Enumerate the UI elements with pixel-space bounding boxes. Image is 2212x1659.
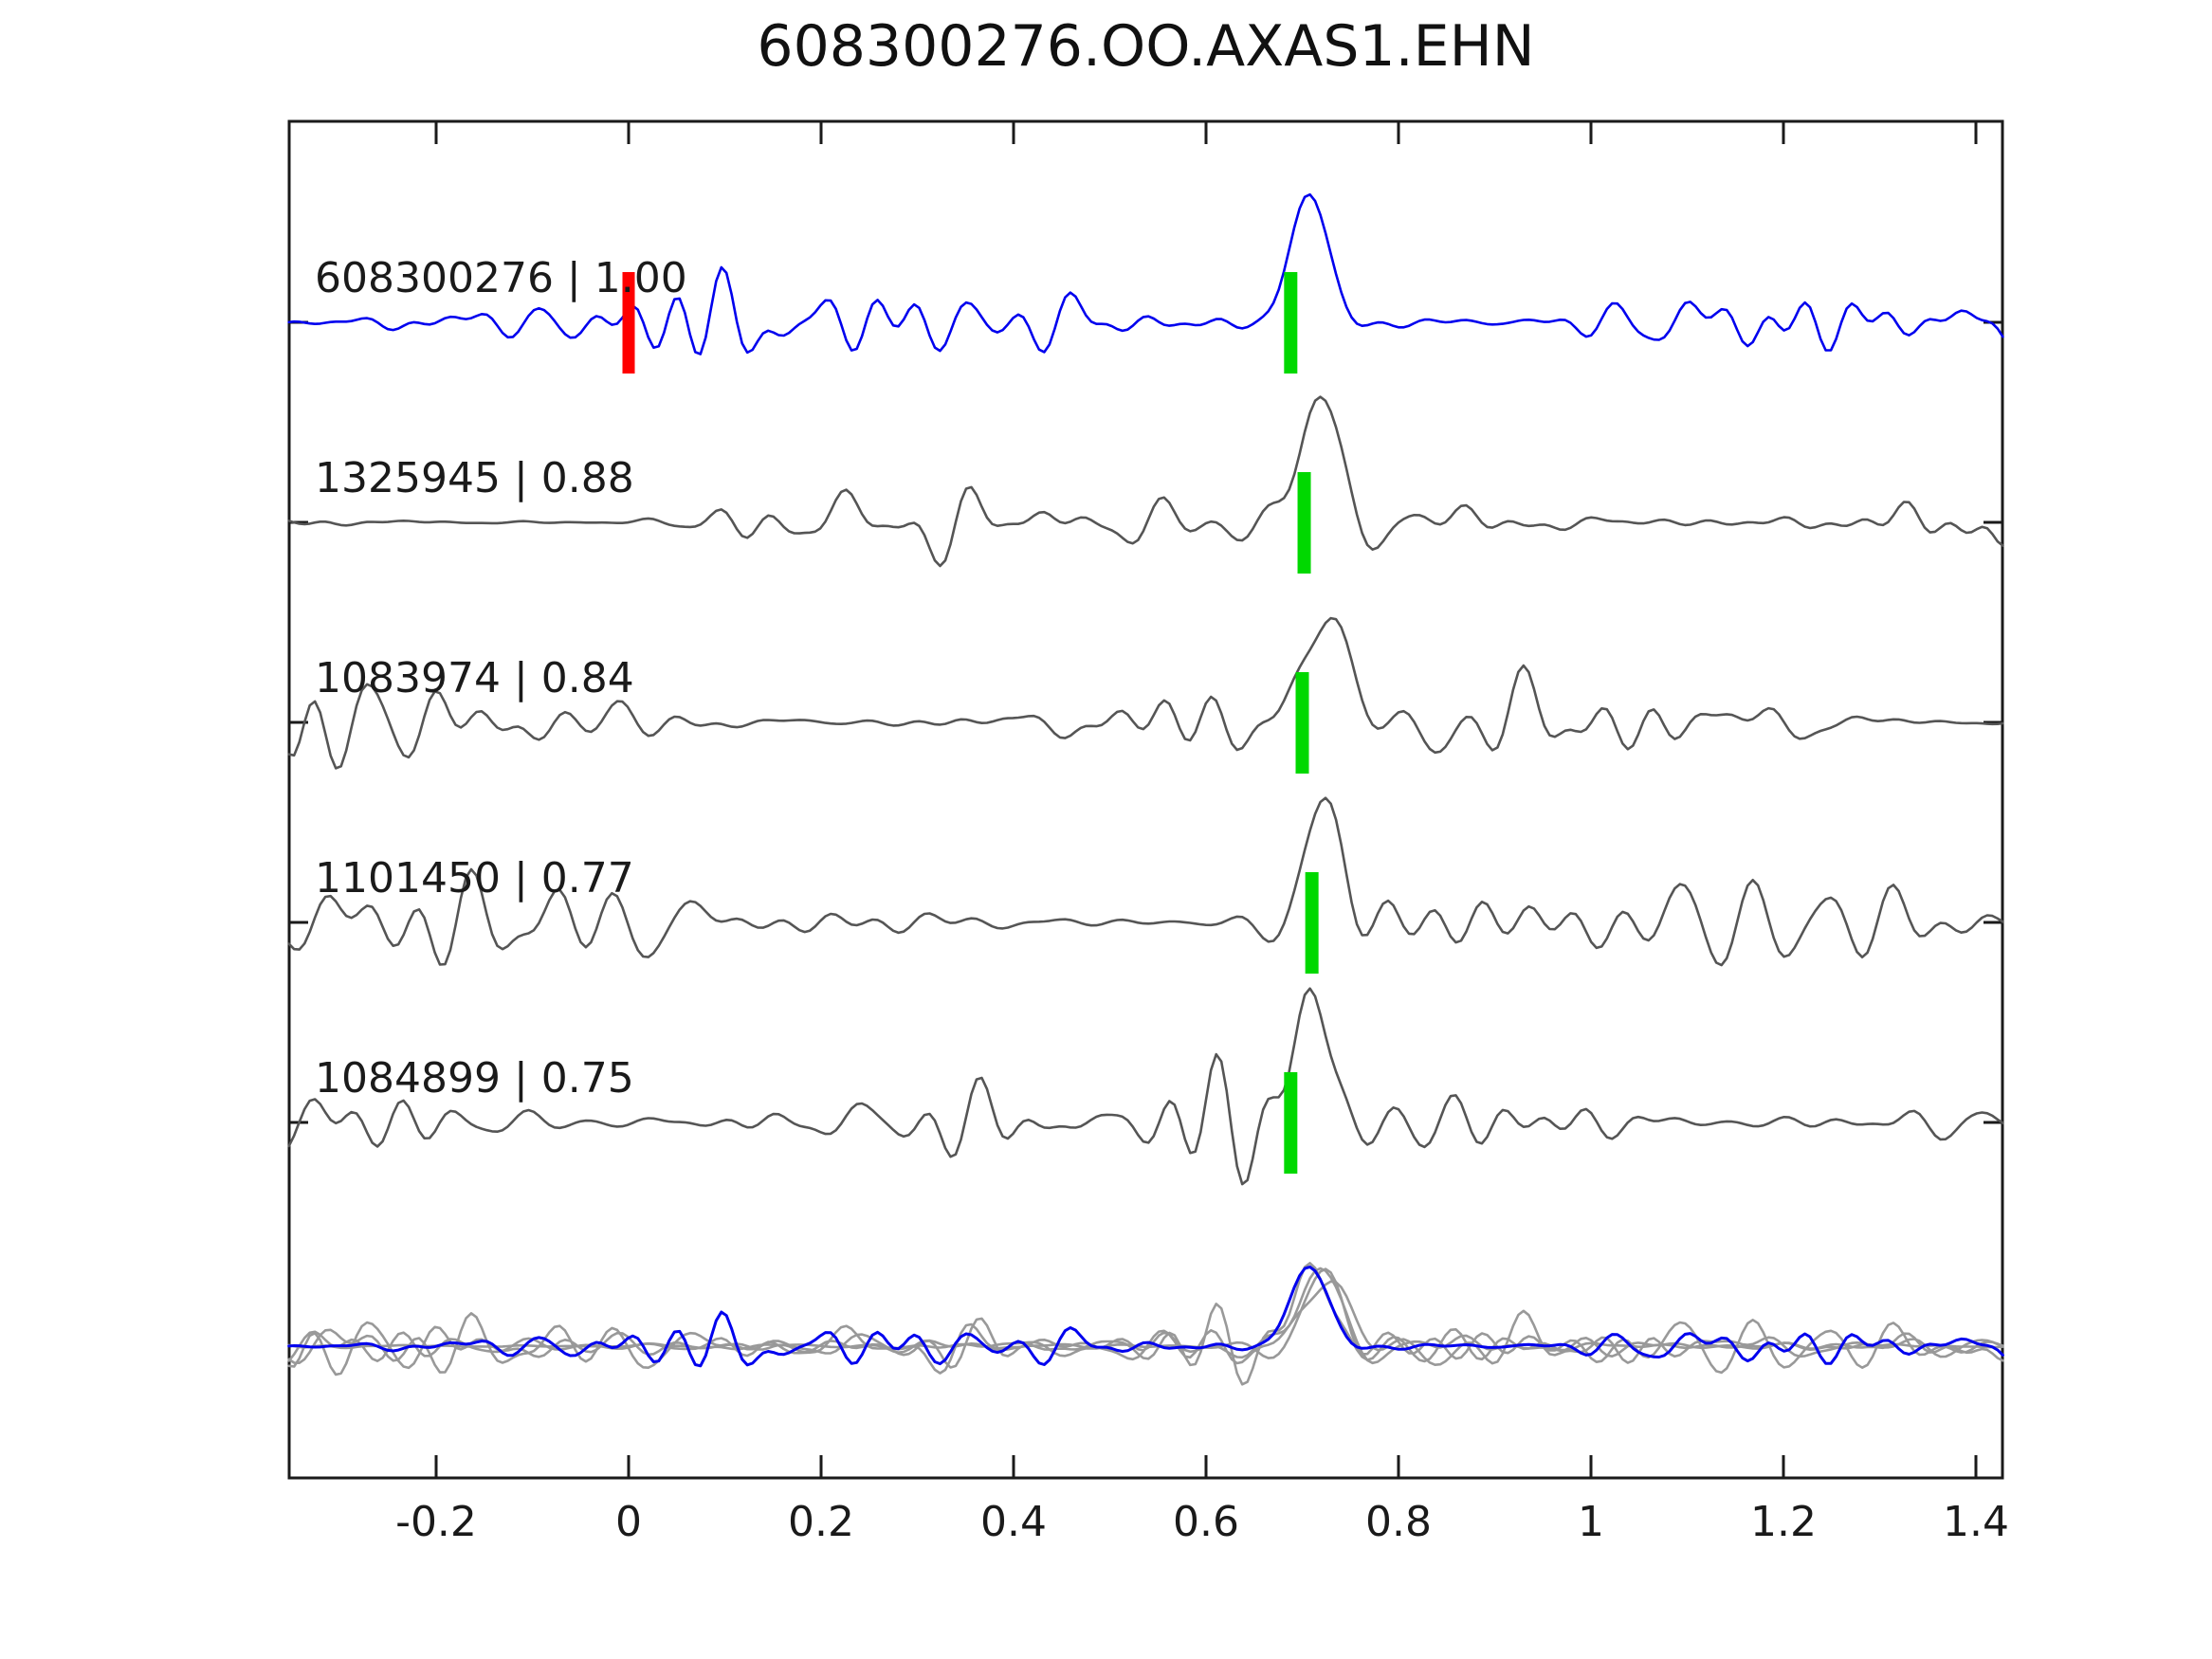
- overlay-match-waveform: [287, 1262, 2004, 1386]
- match-waveform: [287, 616, 2004, 770]
- x-tick-label: 0.2: [788, 1498, 854, 1546]
- axes-frame: [287, 119, 2004, 1480]
- overlay-match-waveform: [287, 1267, 2004, 1375]
- trace-label: 1083974 | 0.84: [315, 654, 634, 702]
- overlay-match-waveform: [287, 1280, 2004, 1376]
- match-waveform: [287, 987, 2004, 1186]
- trace-label: 1101450 | 0.77: [315, 854, 634, 902]
- x-tick-label: 0: [615, 1498, 642, 1546]
- match-waveform: [287, 796, 2004, 967]
- x-tick-label: 0.6: [1173, 1498, 1239, 1546]
- trace-label: 1325945 | 0.88: [315, 454, 634, 502]
- trace-label: 608300276 | 1.00: [315, 254, 687, 302]
- x-tick-label: -0.2: [395, 1498, 477, 1546]
- x-tick-label: 0.4: [980, 1498, 1047, 1546]
- chart-title: 608300276.OO.AXAS1.EHN: [757, 13, 1535, 80]
- overlay-template-waveform: [287, 1265, 2004, 1368]
- x-tick-label: 1: [1578, 1498, 1604, 1546]
- x-tick-label: 1.4: [1943, 1498, 2009, 1546]
- x-tick-label: 0.8: [1365, 1498, 1432, 1546]
- match-waveform: [287, 395, 2004, 568]
- template-waveform: [287, 192, 2004, 356]
- x-tick-label: 1.2: [1750, 1498, 1817, 1546]
- trace-label: 1084899 | 0.75: [315, 1054, 634, 1103]
